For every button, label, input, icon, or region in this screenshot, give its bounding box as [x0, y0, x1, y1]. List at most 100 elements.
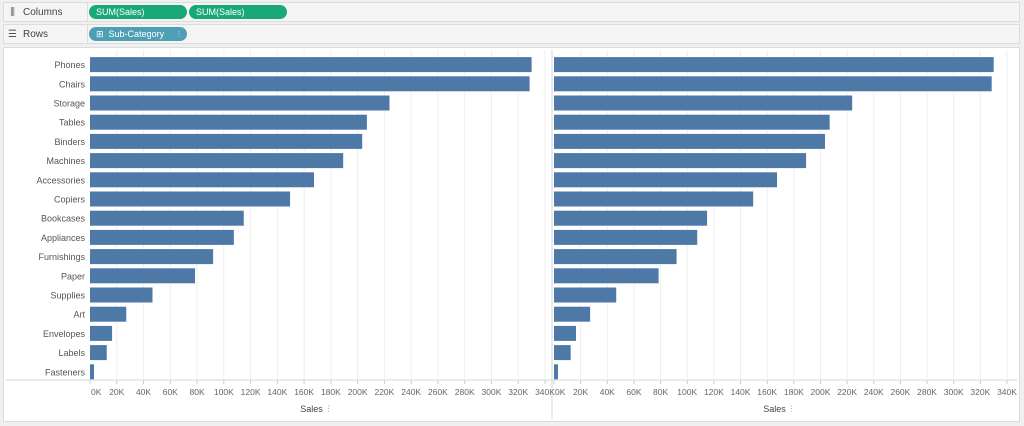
- bar-machines-pane-1[interactable]: [90, 153, 344, 169]
- category-label-tables: Tables: [59, 118, 86, 128]
- x-tick-label-2: 320K: [970, 387, 990, 397]
- bar-copiers-pane-1[interactable]: [90, 191, 291, 207]
- x-tick-label-2: 40K: [600, 387, 615, 397]
- bar-paper-pane-1[interactable]: [90, 268, 196, 284]
- bar-accessories-pane-1[interactable]: [90, 172, 315, 188]
- bar-supplies-pane-2[interactable]: [554, 287, 617, 303]
- category-label-art: Art: [73, 310, 85, 320]
- x-tick-label-2: 200K: [811, 387, 831, 397]
- x-tick-label-1: 340K: [535, 387, 555, 397]
- category-label-envelopes: Envelopes: [43, 329, 86, 339]
- x-tick-label-2: 120K: [704, 387, 724, 397]
- bar-storage-pane-1[interactable]: [90, 95, 390, 111]
- x-tick-label-1: 260K: [428, 387, 448, 397]
- bar-furnishings-pane-1[interactable]: [90, 249, 214, 265]
- x-tick-label-1: 20K: [109, 387, 124, 397]
- x-tick-label-2: 60K: [626, 387, 641, 397]
- sub-category-pill[interactable]: ⊞ Sub-Category ⫶: [89, 27, 187, 41]
- sum-sales-pill-2-label: SUM(Sales): [196, 7, 245, 17]
- x-tick-label-1: 80K: [189, 387, 204, 397]
- bar-accessories-pane-2[interactable]: [554, 172, 778, 188]
- bar-phones-pane-2[interactable]: [554, 57, 994, 73]
- sum-sales-pill-1-label: SUM(Sales): [96, 7, 145, 17]
- bar-fasteners-pane-2[interactable]: [554, 364, 558, 380]
- sum-sales-pill-1[interactable]: SUM(Sales): [89, 5, 187, 19]
- sort-icon-axis-2[interactable]: ⫶: [790, 404, 792, 414]
- bar-storage-pane-2[interactable]: [554, 95, 853, 111]
- x-tick-label-1: 0K: [91, 387, 102, 397]
- x-tick-label-2: 240K: [864, 387, 884, 397]
- category-label-storage: Storage: [53, 99, 85, 109]
- x-tick-label-1: 180K: [321, 387, 341, 397]
- x-tick-label-1: 280K: [455, 387, 475, 397]
- rows-shelf-label: ☰ Rows: [4, 25, 88, 43]
- category-label-phones: Phones: [54, 60, 85, 70]
- columns-shelf[interactable]: ⫼ Columns SUM(Sales) SUM(Sales): [3, 2, 1020, 22]
- bar-tables-pane-2[interactable]: [554, 114, 830, 130]
- category-label-binders: Binders: [54, 137, 85, 147]
- category-label-supplies: Supplies: [50, 291, 85, 301]
- rows-label: Rows: [23, 28, 49, 40]
- sort-descending-icon[interactable]: ⫶: [177, 28, 180, 39]
- category-label-fasteners: Fasteners: [45, 367, 86, 377]
- category-label-bookcases: Bookcases: [41, 214, 86, 224]
- x-tick-label-2: 20K: [573, 387, 588, 397]
- x-tick-label-2: 160K: [757, 387, 777, 397]
- x-tick-label-1: 100K: [214, 387, 234, 397]
- category-label-furnishings: Furnishings: [38, 252, 85, 262]
- bar-labels-pane-1[interactable]: [90, 345, 107, 361]
- bar-envelopes-pane-1[interactable]: [90, 325, 113, 341]
- x-tick-label-1: 200K: [348, 387, 368, 397]
- category-label-paper: Paper: [61, 271, 85, 281]
- bar-envelopes-pane-2[interactable]: [554, 325, 576, 341]
- bar-chart-svg: Phones Chairs Storage Tables Binders Machines…: [6, 50, 1017, 419]
- bar-copiers-pane-2[interactable]: [554, 191, 754, 207]
- bar-chairs-pane-1[interactable]: [90, 76, 530, 92]
- bar-art-pane-2[interactable]: [554, 306, 591, 322]
- x-tick-label-2: 280K: [917, 387, 937, 397]
- category-label-copiers: Copiers: [54, 195, 86, 205]
- expand-plus-icon[interactable]: ⊞: [96, 28, 104, 39]
- bar-furnishings-pane-2[interactable]: [554, 249, 677, 265]
- x-tick-label-2: 300K: [944, 387, 964, 397]
- columns-label: Columns: [23, 6, 63, 18]
- category-label-machines: Machines: [46, 156, 85, 166]
- viz-area: Phones Chairs Storage Tables Binders Machines…: [3, 47, 1020, 422]
- x-tick-label-1: 120K: [241, 387, 261, 397]
- bar-machines-pane-2[interactable]: [554, 153, 807, 169]
- bar-fasteners-pane-1[interactable]: [90, 364, 95, 380]
- rows-icon: ☰: [8, 28, 17, 40]
- x-tick-label-1: 320K: [508, 387, 528, 397]
- x-tick-label-1: 240K: [401, 387, 421, 397]
- bar-phones-pane-1[interactable]: [90, 57, 532, 73]
- columns-shelf-label: ⫼ Columns: [4, 3, 88, 21]
- x-tick-label-2: 80K: [653, 387, 668, 397]
- x-tick-label-2: 180K: [784, 387, 804, 397]
- x-axis-title-1: Sales: [300, 404, 323, 414]
- bar-bookcases-pane-1[interactable]: [90, 210, 244, 226]
- x-tick-label-2: 100K: [677, 387, 697, 397]
- x-tick-label-2: 220K: [837, 387, 857, 397]
- x-tick-label-1: 300K: [482, 387, 502, 397]
- x-tick-label-1: 220K: [374, 387, 394, 397]
- bar-supplies-pane-1[interactable]: [90, 287, 153, 303]
- x-tick-label-2: 0K: [555, 387, 566, 397]
- bar-binders-pane-2[interactable]: [554, 133, 826, 149]
- bar-appliances-pane-1[interactable]: [90, 229, 234, 245]
- bar-binders-pane-1[interactable]: [90, 133, 363, 149]
- x-tick-label-1: 40K: [136, 387, 151, 397]
- bar-bookcases-pane-2[interactable]: [554, 210, 708, 226]
- bar-tables-pane-1[interactable]: [90, 114, 367, 130]
- x-tick-label-1: 60K: [163, 387, 178, 397]
- bar-labels-pane-2[interactable]: [554, 345, 571, 361]
- rows-shelf[interactable]: ☰ Rows ⊞ Sub-Category ⫶: [3, 24, 1020, 44]
- bar-art-pane-1[interactable]: [90, 306, 127, 322]
- bar-appliances-pane-2[interactable]: [554, 229, 698, 245]
- bar-chairs-pane-2[interactable]: [554, 76, 992, 92]
- sort-icon-axis-1[interactable]: ⫶: [327, 404, 329, 414]
- sum-sales-pill-2[interactable]: SUM(Sales): [189, 5, 287, 19]
- bar-paper-pane-2[interactable]: [554, 268, 659, 284]
- x-axis-title-2: Sales: [763, 404, 786, 414]
- category-label-accessories: Accessories: [36, 175, 85, 185]
- category-label-appliances: Appliances: [41, 233, 86, 243]
